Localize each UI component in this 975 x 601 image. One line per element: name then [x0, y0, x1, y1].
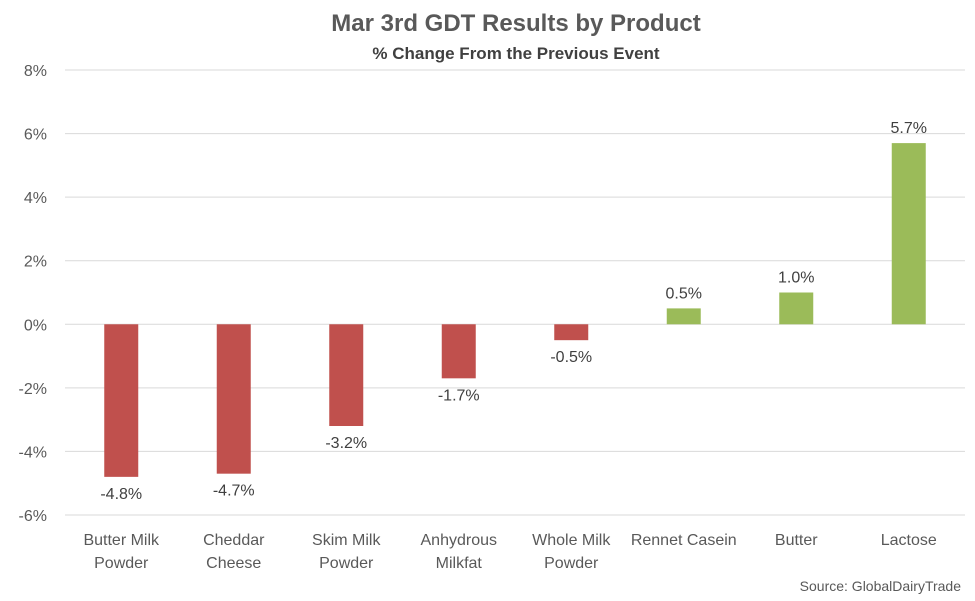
y-tick-label: 6%: [24, 127, 47, 144]
category-label: Butter Milk Powder: [83, 532, 160, 572]
category-label: Lactose: [881, 532, 937, 549]
y-axis-ticks: 8% 6% 4% 2% 0% -2% -4% -6%: [19, 63, 47, 525]
data-labels: -4.8% -4.7% -3.2% -1.7% -0.5% 0.5% 1.0% 5.7%: [100, 120, 927, 503]
category-label: Skim Milk Powder: [312, 532, 381, 572]
data-label: -1.7%: [438, 387, 480, 404]
data-label: -0.5%: [550, 349, 592, 366]
bar: [779, 292, 814, 325]
category-label: Whole Milk Powder: [532, 532, 611, 572]
y-tick-label: 8%: [24, 63, 47, 80]
source-note: Source: GlobalDairyTrade: [800, 578, 962, 594]
category-label: Butter: [775, 532, 818, 549]
y-tick-label: -4%: [19, 444, 47, 461]
data-label: -4.8%: [100, 486, 142, 503]
bar: [216, 324, 251, 474]
bar: [554, 324, 589, 341]
category-label: Anhydrous Milkfat: [421, 532, 498, 572]
bar: [666, 308, 701, 325]
chart-subtitle: % Change From the Previous Event: [372, 44, 660, 63]
category-labels: Butter Milk Powder Cheddar Cheese Skim Milk P…: [83, 532, 936, 572]
gridlines: [65, 69, 965, 516]
data-label: 1.0%: [778, 270, 814, 287]
data-label: 5.7%: [891, 120, 927, 137]
category-label: Rennet Casein: [631, 532, 737, 549]
bars: [104, 143, 926, 477]
bar: [329, 324, 364, 426]
y-tick-label: 4%: [24, 190, 47, 207]
chart-title: Mar 3rd GDT Results by Product: [331, 10, 700, 37]
y-tick-label: 2%: [24, 254, 47, 271]
bar: [441, 324, 476, 379]
y-tick-label: 0%: [24, 317, 47, 334]
data-label: -4.7%: [213, 483, 255, 500]
category-label: Cheddar Cheese: [203, 532, 265, 572]
bar: [891, 143, 926, 325]
data-label: -3.2%: [325, 435, 367, 452]
data-label: 0.5%: [666, 285, 702, 302]
y-tick-label: -2%: [19, 381, 47, 398]
y-tick-label: -6%: [19, 508, 47, 525]
bar: [104, 324, 139, 477]
